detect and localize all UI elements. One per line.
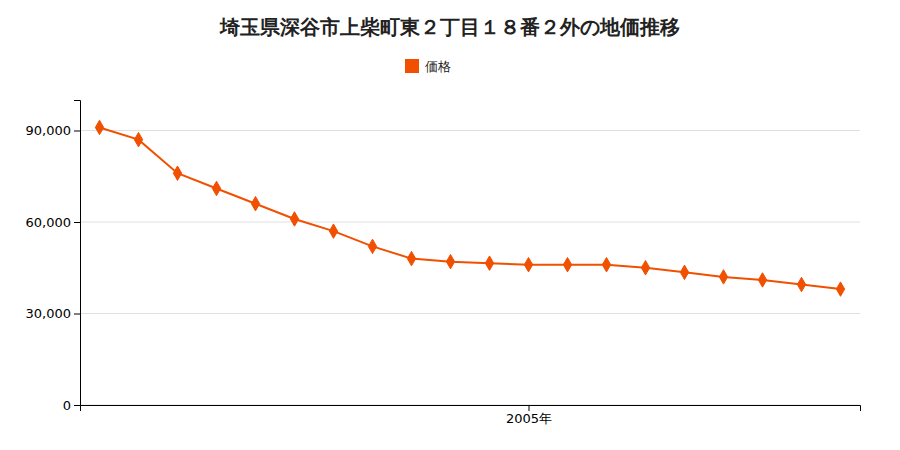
marks bbox=[95, 120, 844, 296]
marker bbox=[719, 270, 727, 284]
title: 埼玉県深谷市上柴町東２丁目１８番２外の地価推移 bbox=[219, 15, 680, 39]
tick: 2005年 bbox=[506, 405, 552, 426]
marker bbox=[641, 261, 649, 275]
marker bbox=[680, 265, 688, 279]
tick-mark bbox=[74, 222, 80, 223]
marker bbox=[212, 181, 220, 195]
tick-mark bbox=[74, 131, 80, 132]
x-axis: 2005年 bbox=[81, 405, 861, 426]
marker bbox=[290, 212, 298, 226]
grid-line bbox=[80, 130, 860, 131]
marker bbox=[446, 254, 454, 268]
tick: 90,000 bbox=[26, 123, 81, 138]
chart: 埼玉県深谷市上柴町東２丁目１８番２外の地価推移 2005年 0 30,000 60,00… bbox=[0, 0, 900, 450]
line bbox=[100, 127, 841, 289]
tick-label: 30,000 bbox=[26, 306, 72, 321]
marker bbox=[563, 257, 571, 271]
legend-label: 価格 bbox=[425, 59, 451, 74]
marker bbox=[368, 239, 376, 253]
plot: 2005年 0 30,000 60,000 90,000 bbox=[26, 101, 861, 427]
marker bbox=[602, 257, 610, 271]
marker bbox=[251, 196, 259, 210]
tick-label: 90,000 bbox=[26, 123, 72, 138]
marker bbox=[524, 257, 532, 271]
tick-label: 2005年 bbox=[506, 411, 552, 426]
marker bbox=[407, 251, 415, 265]
tick: 60,000 bbox=[26, 215, 81, 230]
grid-line bbox=[80, 313, 860, 314]
legend: 価格 bbox=[405, 59, 451, 74]
tick: 0 bbox=[63, 398, 80, 413]
tick-mark bbox=[74, 405, 80, 406]
marker bbox=[485, 256, 493, 270]
tick-mark bbox=[74, 314, 80, 315]
legend-item: 価格 bbox=[405, 59, 451, 74]
marker bbox=[134, 132, 142, 146]
grid-line bbox=[80, 222, 860, 223]
marker bbox=[329, 224, 337, 238]
tick: 30,000 bbox=[26, 306, 81, 321]
axis-line bbox=[74, 101, 81, 406]
axis-line bbox=[81, 406, 861, 412]
marker bbox=[758, 273, 766, 287]
marker bbox=[173, 166, 181, 180]
marker bbox=[95, 120, 103, 134]
tick-label: 60,000 bbox=[26, 215, 72, 230]
tick-mark bbox=[529, 405, 530, 411]
marker bbox=[797, 277, 805, 291]
marker bbox=[836, 282, 844, 296]
legend-swatch bbox=[405, 59, 419, 73]
y-axis: 0 30,000 60,000 90,000 bbox=[26, 101, 81, 413]
tick-label: 0 bbox=[63, 398, 71, 413]
grid bbox=[80, 131, 860, 406]
